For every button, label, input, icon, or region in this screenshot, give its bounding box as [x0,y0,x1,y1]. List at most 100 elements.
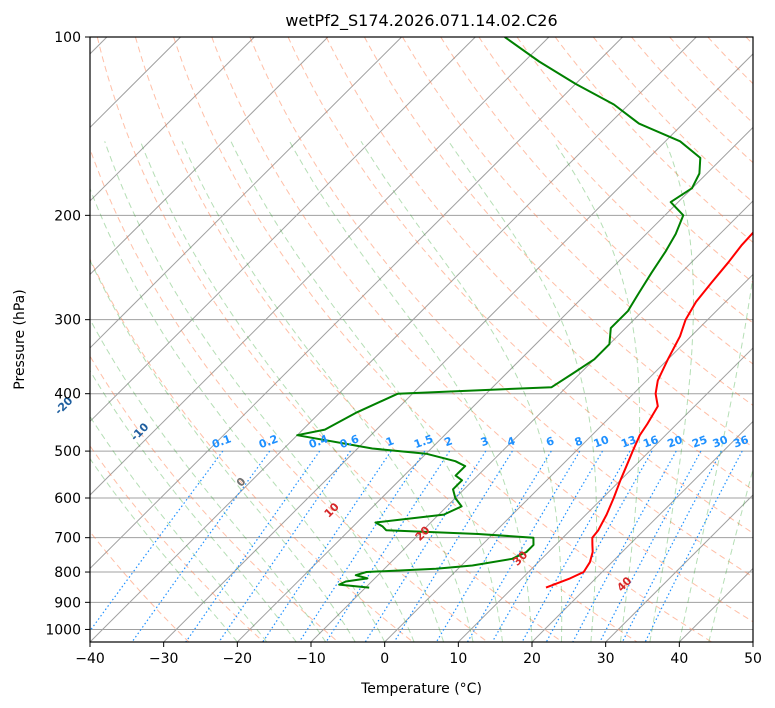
mixing-ratio-line [435,450,552,642]
y-tick-label: 100 [54,30,81,46]
chart-title: wetPf2_S174.2026.071.14.02.C26 [285,11,557,31]
plot-frame [89,36,754,643]
x-tick-label: 10 [449,651,467,667]
dry-adiabat-line [173,37,712,642]
moist-adiabat-line [104,141,415,642]
mixing-ratio-label: 3 [479,434,491,449]
dry-adiabat-line [249,37,753,578]
x-tick-label: −40 [75,651,105,667]
x-tick-label: 40 [670,651,688,667]
mixing-ratio-line [572,450,677,642]
mixing-ratio-label: 30 [711,433,730,451]
dry-adiabat-line [363,37,753,448]
x-tick-label: 0 [380,651,389,667]
mixing-ratio-line [621,450,722,642]
dry-adiabat-line [325,37,753,491]
dry-adiabat-line [96,37,563,642]
mixing-ratio-label: 0.2 [257,432,280,451]
y-tick-label: 500 [54,444,81,460]
moist-adiabat-line [708,467,753,642]
isotherm-line [90,37,697,642]
isotherm-line [90,37,255,202]
x-axis-label: Temperature (°C) [360,681,482,697]
moist-adiabat-line [90,457,238,642]
mixing-ratio-label: 0.1 [210,432,233,451]
y-tick-label: 700 [54,531,81,547]
dry-adiabat-line [134,37,638,642]
mixing-ratio-label: 2 [443,434,455,449]
moist-adiabat-line [553,141,641,642]
y-tick-label: 400 [54,387,81,403]
mixing-ratio-label: 10 [592,433,611,451]
mixing-ratio-label: 36 [732,433,751,451]
mixing-ratio-line [466,450,581,642]
dry-adiabat-line [90,147,488,642]
moist-adiabat-line [90,369,297,642]
x-tick-label: 20 [523,651,541,667]
moist-adiabat-line [139,141,445,642]
temperature-profile-line [545,231,753,589]
mixing-ratio-line [393,450,513,642]
moist-adiabat-line [90,318,327,642]
mixing-ratio-line [185,450,321,642]
x-tick-label: −20 [223,651,253,667]
isotherm-line [605,494,753,642]
x-tick-label: 30 [597,651,615,667]
mixing-ratio-label: 1.5 [412,432,435,451]
x-tick-label: −30 [149,651,179,667]
dry-adiabat-line [90,258,414,642]
mixing-ratio-label: 13 [619,433,638,450]
mixing-ratio-line [364,450,487,642]
dry-adiabat-line [287,37,753,534]
x-tick-label: 50 [744,651,762,667]
moist-adiabat-line [289,141,533,642]
isotherm-line [457,347,753,642]
moist-adiabat-line [448,141,597,642]
mixing-ratio-label: 0.4 [307,432,330,451]
mixing-ratio-label: 16 [641,433,660,451]
dry-adiabat-line [592,37,753,203]
mixing-ratio-line [521,450,631,642]
y-tick-label: 900 [54,595,81,611]
moist-adiabat-line [678,272,753,642]
x-tick-label: −10 [296,651,326,667]
mixing-ratio-label: 20 [666,433,685,451]
moist-adiabat-line [90,187,386,642]
moist-adiabat-line [90,415,268,642]
isotherm-line [90,37,476,423]
dry-adiabat-line [402,37,753,406]
isotherm-line [163,53,753,642]
y-tick-label: 800 [54,565,81,581]
moist-adiabat-line [230,141,503,642]
y-tick-label: 1000 [45,622,81,638]
isotherm-line [531,420,753,642]
dewpoint-profile-line [296,37,702,589]
dry-adiabat-line [440,37,753,365]
mixing-ratio-label: 4 [505,434,517,449]
mixing-ratio-line [131,450,271,642]
isotherm-line [90,37,550,496]
isotherm-line [90,37,329,276]
y-axis-label: Pressure (hPa) [12,289,28,389]
mixing-ratio-label: 25 [690,433,709,450]
moist-adiabat-line [649,141,695,642]
moist-adiabat-line [360,141,563,642]
dry-adiabat-line [211,37,753,623]
y-tick-label: 300 [54,313,81,329]
dry-adiabat-line [554,37,753,243]
isotherm-line [384,273,753,642]
mixing-ratio-label: 8 [573,434,585,449]
mixing-ratio-line [491,450,604,642]
dry-adiabat-line [90,355,339,642]
isotherm-line [90,37,402,349]
mixing-ratio-line [545,450,653,642]
mixing-ratio-line [599,450,702,642]
mixing-ratio-line [218,450,351,642]
isotherm-line [236,126,753,642]
isotherm-line [90,37,623,570]
mixing-ratio-label: 1 [384,434,396,449]
mixing-ratio-label: 0.6 [338,432,361,451]
mixing-ratio-label: 6 [544,434,556,449]
